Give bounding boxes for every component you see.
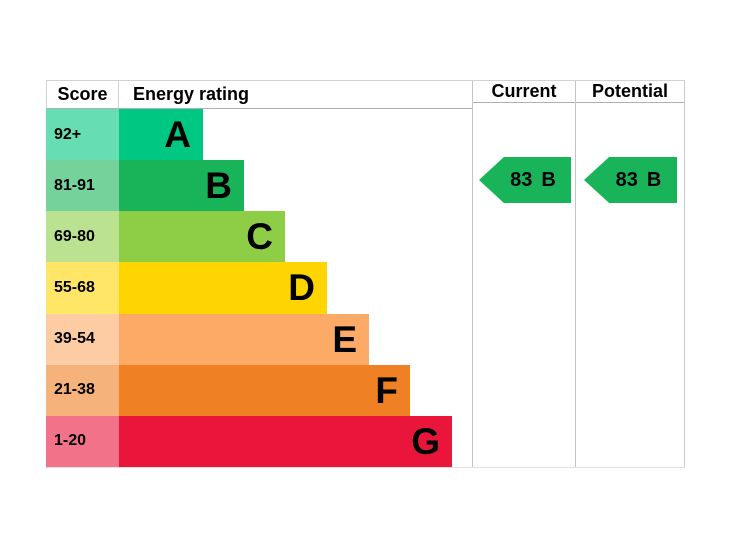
band-row-a: 92+ A xyxy=(46,109,472,161)
band-score-label: 1-20 xyxy=(46,415,119,467)
band-bar: F xyxy=(119,364,410,416)
band-score-label: 21-38 xyxy=(46,364,119,416)
epc-table: Score Energy rating 92+ A 81-91 B 6 xyxy=(46,80,685,468)
potential-column: Potential 83 B xyxy=(575,81,685,467)
current-rating-arrow: 83 B xyxy=(479,157,571,203)
current-column: Current 83 B xyxy=(472,81,575,467)
band-letter: D xyxy=(288,267,315,309)
band-bar: D xyxy=(119,262,327,314)
band-row-d: 55-68 D xyxy=(46,262,472,314)
header-score: Score xyxy=(46,81,119,109)
band-letter: A xyxy=(164,114,191,156)
band-row-e: 39-54 E xyxy=(46,313,472,365)
header-potential: Potential xyxy=(576,81,684,103)
band-list: 92+ A 81-91 B 69-80 C xyxy=(46,109,472,467)
current-score-value: 83 xyxy=(510,168,533,191)
band-letter: F xyxy=(375,369,398,411)
band-score-label: 69-80 xyxy=(46,211,119,263)
band-letter: B xyxy=(205,165,232,207)
band-bar: E xyxy=(119,313,369,365)
band-score-label: 92+ xyxy=(46,109,119,161)
band-bar: B xyxy=(119,160,244,212)
band-bar: C xyxy=(119,211,285,263)
header-current: Current xyxy=(473,81,575,103)
header-energy-rating: Energy rating xyxy=(119,81,472,109)
band-row-g: 1-20 G xyxy=(46,415,472,467)
potential-score-value: 83 xyxy=(615,168,638,191)
potential-band-letter: B xyxy=(646,168,662,191)
band-row-b: 81-91 B xyxy=(46,160,472,212)
band-row-c: 69-80 C xyxy=(46,211,472,263)
current-band-letter: B xyxy=(541,168,556,191)
left-header-row: Score Energy rating xyxy=(46,81,472,109)
band-score-label: 81-91 xyxy=(46,160,119,212)
score-rating-columns: Score Energy rating 92+ A 81-91 B 6 xyxy=(46,81,472,467)
band-bar: G xyxy=(119,415,452,467)
band-letter: E xyxy=(332,318,357,360)
band-bar: A xyxy=(119,109,203,161)
band-row-f: 21-38 F xyxy=(46,364,472,416)
band-letter: C xyxy=(246,216,273,258)
band-letter: G xyxy=(411,420,440,462)
band-score-label: 55-68 xyxy=(46,262,119,314)
potential-rating-arrow: 83 B xyxy=(584,157,677,203)
band-score-label: 39-54 xyxy=(46,313,119,365)
